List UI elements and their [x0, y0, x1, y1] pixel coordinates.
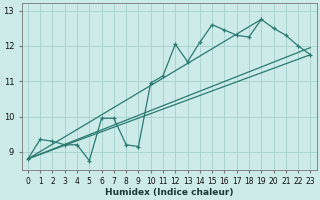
X-axis label: Humidex (Indice chaleur): Humidex (Indice chaleur) [105, 188, 233, 197]
